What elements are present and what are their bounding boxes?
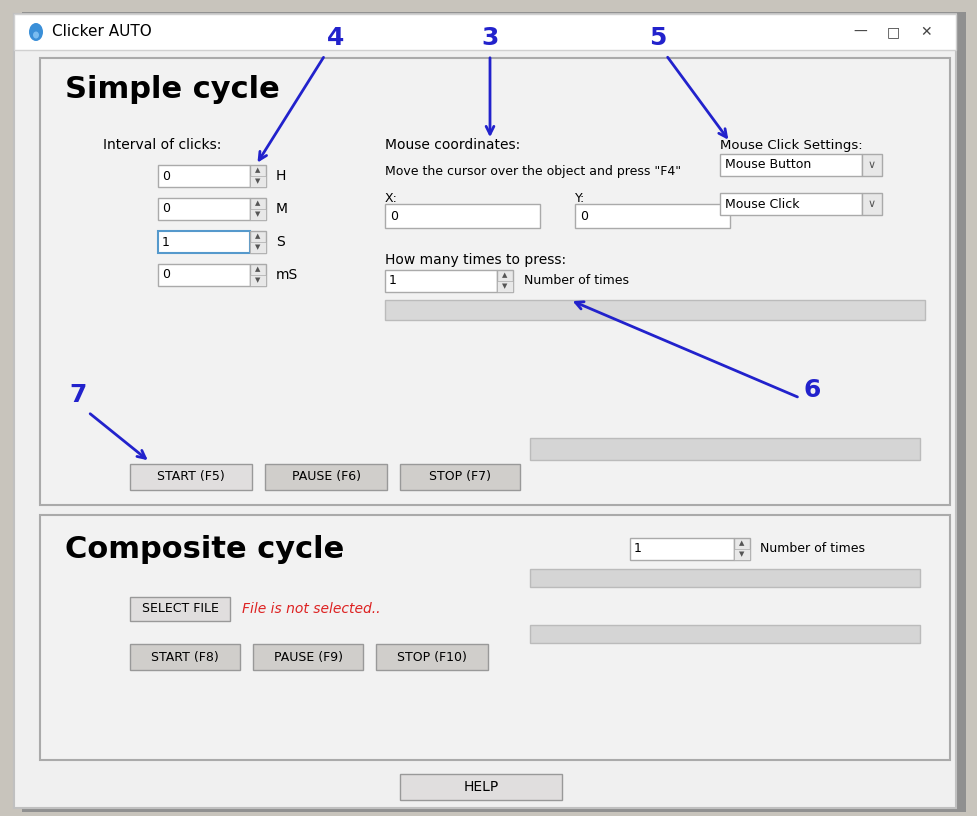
Bar <box>861 193 881 215</box>
Text: ▼: ▼ <box>255 277 261 283</box>
Text: M: M <box>276 202 287 216</box>
Text: ▼: ▼ <box>739 552 743 557</box>
Text: 0: 0 <box>579 210 587 223</box>
Text: Number of times: Number of times <box>524 274 628 287</box>
Bar <box>250 198 266 220</box>
Text: ▼: ▼ <box>502 283 507 290</box>
Bar <box>250 176 266 187</box>
Bar <box>130 464 252 490</box>
Text: Interval of clicks:: Interval of clicks: <box>103 138 221 152</box>
Text: ∨: ∨ <box>867 199 875 209</box>
Text: 0: 0 <box>390 210 398 223</box>
Text: Mouse Click Settings:: Mouse Click Settings: <box>719 139 862 152</box>
Text: —: — <box>852 25 866 39</box>
Bar <box>496 281 513 292</box>
Bar <box>719 193 861 215</box>
Text: Mouse Button: Mouse Button <box>724 158 810 171</box>
Text: X:: X: <box>385 192 398 205</box>
Bar <box>530 625 919 643</box>
Bar <box>574 204 729 228</box>
Text: ▲: ▲ <box>255 267 261 273</box>
Text: ▲: ▲ <box>739 540 743 547</box>
Text: 1: 1 <box>389 274 397 287</box>
Text: ▲: ▲ <box>255 201 261 206</box>
Bar <box>253 644 362 670</box>
Text: Simple cycle: Simple cycle <box>64 76 279 104</box>
Bar <box>158 264 250 286</box>
Bar <box>250 264 266 286</box>
Bar <box>861 154 881 176</box>
Text: 1: 1 <box>633 543 641 556</box>
Text: ▼: ▼ <box>255 179 261 184</box>
Bar <box>130 644 239 670</box>
Bar <box>158 198 250 220</box>
Bar <box>734 538 749 560</box>
Text: Mouse coordinates:: Mouse coordinates: <box>385 138 520 152</box>
Text: Clicker AUTO: Clicker AUTO <box>52 24 151 39</box>
Text: H: H <box>276 169 286 183</box>
Bar <box>629 538 734 560</box>
Bar <box>385 300 924 320</box>
Ellipse shape <box>33 32 39 38</box>
Text: Composite cycle: Composite cycle <box>64 535 344 565</box>
Bar <box>250 275 266 286</box>
Bar <box>130 597 230 621</box>
Text: ▼: ▼ <box>255 211 261 218</box>
Bar <box>265 464 387 490</box>
Text: 5: 5 <box>649 26 666 50</box>
Text: STOP (F7): STOP (F7) <box>429 471 490 484</box>
Ellipse shape <box>29 23 43 41</box>
Text: Mouse Click: Mouse Click <box>724 197 798 211</box>
Text: PAUSE (F9): PAUSE (F9) <box>274 650 342 663</box>
Bar <box>158 231 250 253</box>
Bar <box>158 165 250 187</box>
Bar <box>530 438 919 460</box>
Bar <box>250 242 266 253</box>
Bar <box>40 515 949 760</box>
Text: 0: 0 <box>162 202 170 215</box>
Bar <box>375 644 488 670</box>
Text: mS: mS <box>276 268 298 282</box>
Bar <box>400 774 562 800</box>
Text: Y:: Y: <box>574 192 584 205</box>
Text: START (F5): START (F5) <box>157 471 225 484</box>
Text: 0: 0 <box>162 170 170 183</box>
Text: 1: 1 <box>162 236 170 249</box>
Text: S: S <box>276 235 284 249</box>
Text: STOP (F10): STOP (F10) <box>397 650 466 663</box>
Text: 3: 3 <box>481 26 498 50</box>
Text: ▲: ▲ <box>255 233 261 240</box>
Bar <box>530 569 919 587</box>
Bar <box>719 154 861 176</box>
Bar <box>734 549 749 560</box>
Text: SELECT FILE: SELECT FILE <box>142 602 218 615</box>
Text: 6: 6 <box>802 378 820 402</box>
Text: PAUSE (F6): PAUSE (F6) <box>291 471 361 484</box>
Text: ▲: ▲ <box>502 273 507 278</box>
Text: ▲: ▲ <box>255 167 261 174</box>
Bar <box>250 231 266 253</box>
Text: ✕: ✕ <box>919 25 931 39</box>
Text: How many times to press:: How many times to press: <box>385 253 566 267</box>
Bar <box>250 209 266 220</box>
Bar <box>400 464 520 490</box>
Text: 4: 4 <box>327 26 344 50</box>
Bar <box>14 14 956 50</box>
Bar <box>250 165 266 187</box>
Text: ∨: ∨ <box>867 160 875 170</box>
Bar <box>40 58 949 505</box>
Text: Move the cursor over the object and press "F4": Move the cursor over the object and pres… <box>385 166 680 179</box>
Text: □: □ <box>885 25 899 39</box>
Bar <box>385 204 539 228</box>
Text: 0: 0 <box>162 268 170 282</box>
Text: 7: 7 <box>69 383 87 407</box>
Text: ▼: ▼ <box>255 245 261 251</box>
Bar <box>385 270 496 292</box>
Text: File is not selected..: File is not selected.. <box>241 602 380 616</box>
Text: START (F8): START (F8) <box>151 650 219 663</box>
Text: Number of times: Number of times <box>759 543 864 556</box>
Text: HELP: HELP <box>463 780 498 794</box>
Bar <box>496 270 513 292</box>
